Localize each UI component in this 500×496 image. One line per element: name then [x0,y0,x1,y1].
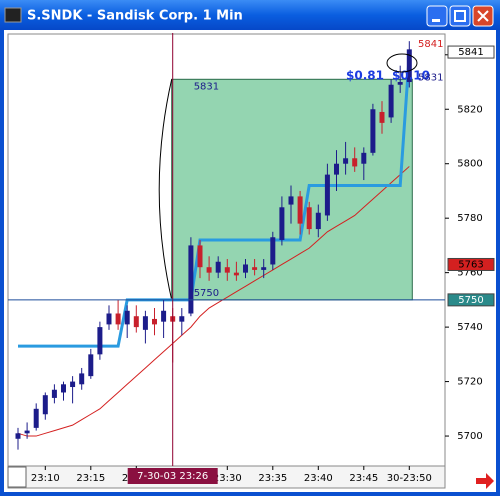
candle-body [288,196,294,205]
range-box [171,78,413,301]
candle-body [233,272,239,276]
price-tag [447,257,495,271]
close-button[interactable] [472,5,494,27]
corner-box [7,466,27,488]
title-bar [0,0,500,30]
candle-body [24,430,30,434]
candle-body [252,267,258,270]
candle-body [243,264,248,273]
candle-body [70,381,76,388]
annotation-arc [386,53,418,73]
price-label: 5841 [418,39,443,50]
x-tick-label: 23:30 [213,473,242,484]
candle-body [261,267,267,270]
candle-body [197,245,203,268]
candle-body [406,49,412,83]
candle-body [188,245,194,314]
candle-body [324,174,330,216]
y-tick-label: 5700 [457,431,482,442]
candle-body [315,212,321,230]
candle-body [279,207,285,240]
minimize-button[interactable] [426,5,448,27]
candle-body [51,389,57,398]
price-tag-label: 5841 [458,47,483,58]
candle-body [42,395,48,415]
candle-body [15,433,21,439]
range-high-label: 5831 [194,81,219,92]
candle-body [61,384,66,393]
candle-body [97,327,103,355]
candle-body [352,158,358,167]
y-tick-label: 5720 [457,377,482,388]
candle-body [142,316,148,330]
candle-body [306,207,312,230]
cursor-label: 7-30-03 23:26 [137,471,208,482]
candle-body [343,158,349,164]
candle-body [334,163,339,175]
candle-body [79,373,85,385]
plot: 5831575057005720574057605780580058205840… [8,33,495,484]
candle-body [161,310,167,322]
cursor-label-box [127,468,218,484]
candle-body [88,354,94,377]
candle-body [215,261,221,273]
range-low-label: 5750 [194,288,219,299]
candle-body [33,408,39,428]
candle-body [270,237,276,265]
app-icon [4,7,22,23]
window-title: S.SNDK - Sandisk Corp. 1 Min [27,9,243,24]
x-tick-label: 30-23:50 [387,473,432,484]
annotation: $0.81 [346,69,384,83]
candle-body [224,267,230,273]
x-tick-label: 23:40 [304,473,333,484]
x-tick-label: 23:35 [258,473,287,484]
price-tag-label: 5750 [458,295,483,306]
candle-body [206,267,212,273]
x-tick-label: 23:45 [349,473,378,484]
candle-body [115,313,121,325]
price-tag [447,45,495,59]
y-tick-label: 5800 [457,159,482,170]
candle-body [397,82,403,85]
candle-body [152,318,157,325]
y-tick-label: 5740 [457,322,482,333]
candle-body [361,152,367,164]
x-tick-label: 23:10 [31,473,60,484]
price-tag-label: 5763 [458,259,483,270]
candle-body [370,109,376,153]
candle-body [179,316,185,322]
x-tick-label: 23:15 [76,473,105,484]
y-tick-label: 5780 [457,213,482,224]
candle-body [106,313,112,325]
scroll-arrow[interactable] [476,473,494,489]
stop-line [18,54,411,348]
maximize-button[interactable] [449,5,471,27]
range-arc [158,79,173,300]
candle-body [133,316,139,328]
candle-body [388,84,394,118]
price-label: 5831 [418,72,443,83]
candle-body [124,310,130,325]
y-tick-label: 5760 [457,268,482,279]
candle-body [379,111,385,123]
candle-body [297,196,303,224]
y-tick-label: 5820 [457,104,482,115]
price-tag [447,293,495,307]
moving-average-line [17,166,410,437]
